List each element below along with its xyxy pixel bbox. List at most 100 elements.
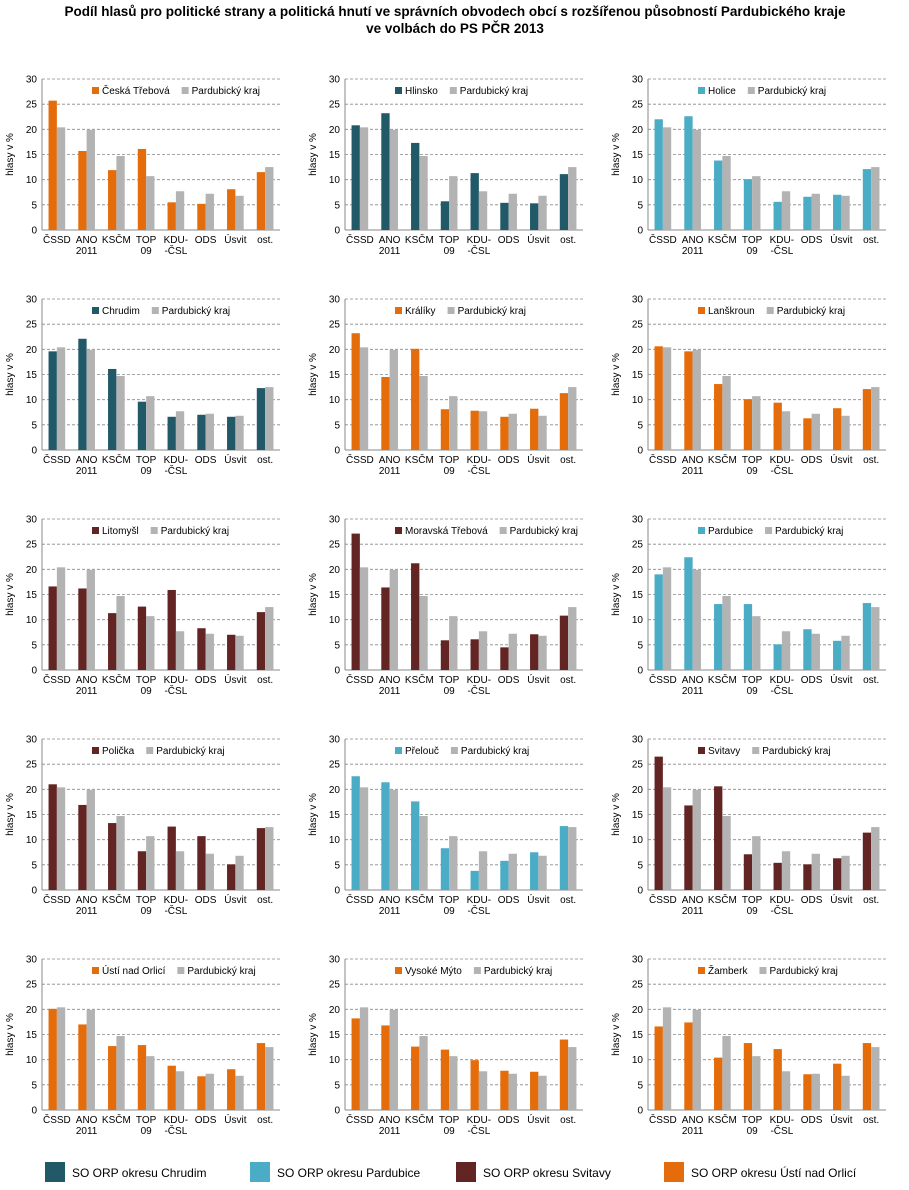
bar (743, 399, 753, 450)
y-tick-label: 5 (637, 860, 643, 871)
y-tick-label: 5 (637, 1080, 643, 1091)
x-tick-label: Úsvit (527, 453, 549, 466)
x-tick-label: TOP 09 (136, 235, 157, 257)
bar (811, 633, 820, 670)
bar (773, 201, 782, 230)
x-tick-label: ANO 2011 (682, 1115, 704, 1137)
bar (508, 193, 517, 230)
bar (773, 1049, 782, 1110)
x-tick-label: TOP 09 (136, 895, 157, 917)
y-tick-label: 20 (329, 345, 341, 356)
legend-label: Žamberk (708, 964, 748, 977)
legend-swatch (752, 747, 760, 754)
y-tick-label: 30 (329, 295, 341, 306)
legend-label: Pardubický kraj (458, 306, 526, 317)
x-tick-label: ost. (863, 455, 879, 466)
bar (803, 418, 812, 450)
bar (108, 170, 117, 230)
bar (862, 603, 872, 670)
legend-label: Pardubický kraj (192, 86, 260, 97)
y-tick-label: 30 (632, 295, 644, 306)
bar (56, 127, 66, 230)
bar (530, 852, 539, 890)
bar (692, 1009, 701, 1110)
y-tick-label: 25 (632, 760, 644, 771)
bar (116, 1036, 125, 1110)
bar (654, 119, 663, 230)
legend-swatch (698, 747, 705, 754)
x-tick-label: TOP 09 (136, 675, 157, 697)
x-tick-label: ost. (257, 455, 273, 466)
x-tick-label: ČSSD (43, 893, 71, 906)
bar (175, 1071, 185, 1110)
x-tick-label: KSČM (708, 893, 737, 906)
bar (256, 1043, 266, 1110)
x-tick-label: ODS (195, 455, 217, 466)
bar (781, 191, 791, 230)
y-tick-label: 20 (26, 125, 38, 136)
bar (530, 1071, 539, 1110)
x-tick-label: ANO 2011 (379, 1115, 401, 1137)
bar (449, 176, 458, 230)
y-axis-label: hlasy v % (5, 793, 16, 836)
y-tick-label: 5 (334, 420, 340, 431)
x-tick-label: ČSSD (649, 453, 677, 466)
x-tick-label: ost. (863, 895, 879, 906)
bar (500, 647, 509, 670)
y-tick-label: 5 (637, 420, 643, 431)
bar (722, 376, 731, 450)
legend-swatch (447, 307, 455, 314)
y-tick-label: 20 (632, 125, 644, 136)
bar (389, 789, 398, 890)
legend-label: Holice (708, 86, 736, 97)
bar (78, 150, 87, 230)
y-tick-label: 0 (334, 666, 340, 677)
bar (197, 414, 206, 450)
legend-swatch (92, 747, 99, 754)
bar (833, 858, 842, 890)
legend-swatch (395, 307, 402, 314)
y-tick-label: 0 (637, 666, 643, 677)
bar (743, 854, 753, 890)
bar (116, 376, 125, 450)
x-tick-label: TOP 09 (742, 455, 763, 477)
y-tick-label: 25 (632, 320, 644, 331)
x-tick-label: ANO 2011 (379, 235, 401, 257)
x-tick-label: ODS (195, 1115, 217, 1126)
bar (108, 613, 117, 670)
y-tick-label: 15 (329, 1030, 341, 1041)
x-tick-label: ost. (560, 455, 576, 466)
legend-label: Hlinsko (405, 86, 438, 97)
bar (568, 607, 577, 670)
x-tick-label: ODS (195, 895, 217, 906)
bar (265, 1047, 274, 1110)
legend-swatch (698, 967, 705, 974)
y-tick-label: 25 (26, 980, 38, 991)
y-tick-label: 15 (26, 370, 38, 381)
bar (411, 801, 420, 890)
bar (359, 567, 369, 670)
bar (235, 635, 244, 670)
bar (862, 1043, 872, 1110)
x-tick-label: KSČM (405, 233, 434, 246)
bar (440, 1049, 450, 1110)
bar (811, 193, 820, 230)
x-tick-label: ČSSD (346, 893, 374, 906)
y-tick-label: 25 (26, 760, 38, 771)
bar (530, 408, 539, 450)
bar (752, 176, 761, 230)
bar (108, 823, 117, 890)
y-tick-label: 20 (26, 785, 38, 796)
bar (568, 827, 577, 890)
bar (508, 1073, 517, 1110)
legend-swatch (765, 527, 773, 534)
figure-title: Podíl hlasů pro politické strany a polit… (65, 4, 846, 36)
bar (359, 1007, 369, 1110)
legend-swatch (395, 967, 402, 974)
bar (205, 853, 214, 890)
x-tick-label: ODS (195, 235, 217, 246)
bar (175, 851, 185, 890)
bar (411, 1046, 420, 1110)
y-tick-label: 10 (329, 835, 341, 846)
